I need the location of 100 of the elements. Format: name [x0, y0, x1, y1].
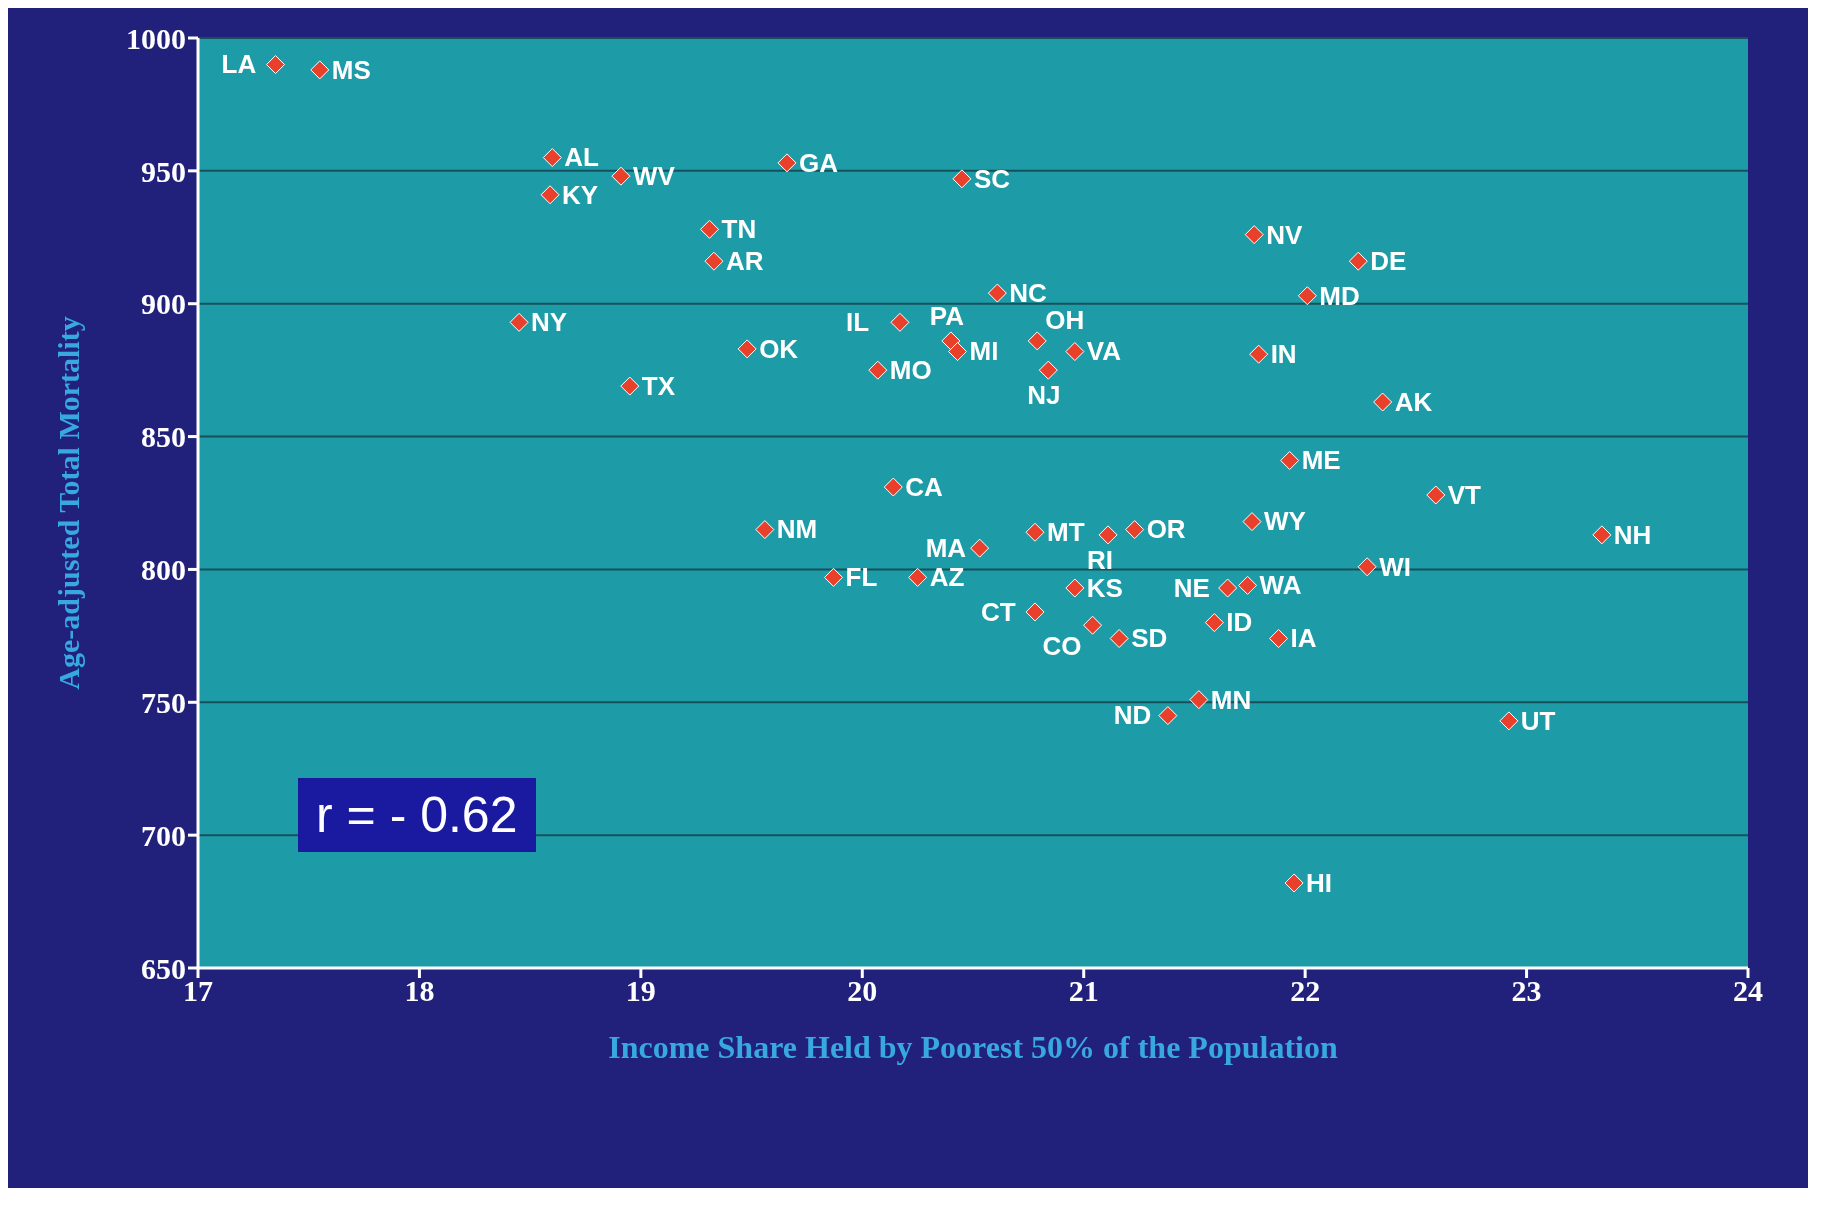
annotation: MA: [925, 533, 967, 564]
point: [1204, 613, 1224, 633]
y-axis-title: Age-adjusted Total Mortality: [51, 316, 85, 690]
point: [1109, 629, 1129, 649]
point: [1592, 525, 1612, 545]
annotation: IN: [1270, 339, 1297, 370]
y-tick-label: 900: [141, 287, 186, 321]
point: [700, 219, 719, 239]
point: [1244, 225, 1264, 245]
point: [266, 55, 285, 75]
point: [509, 312, 529, 332]
annotation: MI: [969, 336, 999, 367]
annotation: TX: [641, 370, 676, 401]
annotation: MS: [331, 54, 371, 85]
point: [737, 339, 757, 359]
point: [1373, 392, 1393, 412]
annotation: OK: [759, 333, 799, 364]
point: [1242, 512, 1262, 532]
annotation: AR: [725, 246, 764, 277]
annotation: WA: [1259, 570, 1302, 601]
point: [883, 477, 903, 497]
annotation: OH: [1045, 304, 1085, 335]
point: [1280, 450, 1300, 470]
point: [987, 283, 1007, 303]
point: [1269, 629, 1289, 649]
point: [1238, 575, 1258, 595]
annotation: WY: [1264, 506, 1306, 537]
annotation: MO: [889, 355, 932, 386]
annotation: WI: [1379, 551, 1411, 582]
annotation: NM: [776, 514, 818, 545]
x-tick-label: 19: [625, 974, 656, 1008]
point: [1098, 525, 1118, 545]
point: [1218, 578, 1238, 598]
annotation: TN: [721, 214, 757, 245]
annotation: ND: [1113, 700, 1152, 731]
annotation: IA: [1290, 623, 1317, 654]
y-tick-label: 750: [141, 685, 186, 719]
point: [1065, 578, 1085, 598]
x-tick-label: 22: [1290, 974, 1321, 1008]
point: [310, 60, 330, 80]
annotation: MT: [1047, 517, 1085, 548]
point: [1125, 520, 1145, 540]
point: [540, 185, 560, 205]
y-tick-label: 850: [141, 420, 186, 454]
point: [611, 166, 631, 186]
point: [941, 331, 961, 351]
annotation: IL: [845, 307, 870, 338]
annotation: OR: [1146, 514, 1186, 545]
annotation: NH: [1613, 519, 1652, 550]
annotation: CT: [981, 596, 1016, 627]
annotation: UT: [1520, 705, 1556, 736]
point: [1038, 360, 1058, 380]
annotation: AK: [1394, 386, 1433, 417]
point: [824, 567, 843, 587]
annotation: SC: [973, 163, 1011, 194]
annotation: LA: [221, 49, 257, 80]
point: [890, 312, 910, 332]
point: [1025, 522, 1045, 542]
annotation: CA: [905, 471, 944, 502]
y-tick-label: 650: [141, 951, 186, 985]
annotation: SD: [1131, 623, 1168, 654]
point: [908, 567, 928, 587]
point: [542, 148, 562, 168]
annotation: AL: [564, 142, 600, 173]
annotation: VT: [1447, 479, 1482, 510]
x-axis-title: Income Share Held by Poorest 50% of the Population: [608, 1029, 1338, 1065]
point: [1065, 342, 1085, 362]
x-tick-label: 24: [1733, 974, 1763, 1008]
point: [952, 169, 972, 189]
annotation: ME: [1301, 445, 1341, 476]
annotation: NC: [1009, 277, 1048, 308]
point: [1158, 706, 1178, 726]
point: [1025, 602, 1045, 622]
point: [1027, 331, 1047, 351]
annotation: ID: [1226, 607, 1253, 638]
annotation: FL: [845, 562, 878, 593]
annotation: KS: [1086, 572, 1123, 603]
y-tick-label: 1000: [126, 21, 186, 55]
x-tick-label: 23: [1511, 974, 1542, 1008]
x-tick-label: 20: [847, 974, 878, 1008]
annotation: CO: [1042, 631, 1082, 662]
point: [1348, 251, 1368, 271]
point: [1284, 873, 1304, 893]
point: [704, 251, 724, 271]
annotation: NY: [531, 307, 568, 338]
annotation: KY: [562, 179, 599, 210]
annotation: VA: [1086, 336, 1122, 367]
point: [868, 360, 888, 380]
annotation: NE: [1173, 572, 1210, 603]
annotation: MD: [1319, 280, 1360, 311]
annotation: AZ: [929, 562, 965, 593]
annotation: MN: [1210, 684, 1252, 715]
annotation: GA: [799, 147, 839, 178]
y-tick-label: 800: [141, 553, 186, 587]
point: [1083, 615, 1103, 635]
annotation: DE: [1370, 246, 1407, 277]
point: [1426, 485, 1446, 505]
annotation: NJ: [1027, 380, 1061, 411]
point: [1357, 557, 1377, 577]
annotation: r = - 0.62: [298, 778, 536, 852]
